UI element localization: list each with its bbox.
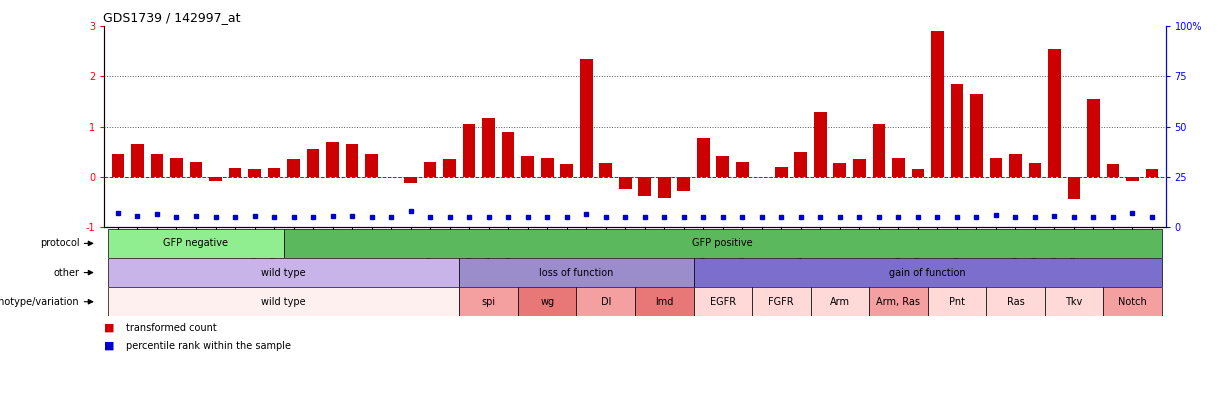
Bar xyxy=(1146,169,1158,177)
Text: wild type: wild type xyxy=(261,268,306,277)
Bar xyxy=(171,158,183,177)
Bar xyxy=(151,154,163,177)
Bar xyxy=(228,168,242,177)
Bar xyxy=(1103,287,1162,316)
Text: loss of function: loss of function xyxy=(539,268,614,277)
Bar xyxy=(283,229,1162,258)
Text: wg: wg xyxy=(540,297,555,307)
Bar xyxy=(634,287,693,316)
Bar xyxy=(423,162,437,177)
Bar xyxy=(518,287,577,316)
Bar xyxy=(502,132,514,177)
Bar xyxy=(775,167,788,177)
Bar xyxy=(366,154,378,177)
Bar xyxy=(541,158,553,177)
Bar xyxy=(209,177,222,181)
Bar xyxy=(892,158,904,177)
Bar xyxy=(872,124,885,177)
Bar xyxy=(1107,164,1119,177)
Bar xyxy=(853,159,866,177)
Bar xyxy=(307,149,319,177)
Text: Ras: Ras xyxy=(1006,297,1025,307)
Bar xyxy=(693,287,752,316)
Bar xyxy=(108,287,459,316)
Text: Arm, Ras: Arm, Ras xyxy=(876,297,920,307)
Bar xyxy=(1087,99,1099,177)
Bar xyxy=(971,94,983,177)
Bar xyxy=(677,177,690,191)
Bar xyxy=(521,156,534,177)
Bar xyxy=(989,158,1002,177)
Bar xyxy=(987,287,1044,316)
Bar xyxy=(326,142,339,177)
Text: wild type: wild type xyxy=(261,297,306,307)
Bar xyxy=(814,111,827,177)
Bar xyxy=(693,258,1162,287)
Text: ■: ■ xyxy=(104,322,115,333)
Text: FGFR: FGFR xyxy=(768,297,794,307)
Bar xyxy=(248,169,261,177)
Bar xyxy=(794,151,807,177)
Bar xyxy=(561,164,573,177)
Bar xyxy=(190,162,202,177)
Bar xyxy=(1028,163,1042,177)
Bar xyxy=(108,258,459,287)
Bar xyxy=(717,156,729,177)
Bar xyxy=(928,287,987,316)
Text: Notch: Notch xyxy=(1118,297,1147,307)
Bar xyxy=(482,117,494,177)
Bar xyxy=(267,168,281,177)
Text: GFP negative: GFP negative xyxy=(163,239,228,248)
Text: genotype/variation: genotype/variation xyxy=(0,297,80,307)
Bar xyxy=(1044,287,1103,316)
Bar xyxy=(869,287,928,316)
Bar xyxy=(951,84,963,177)
Bar xyxy=(1048,49,1061,177)
Bar xyxy=(618,177,632,189)
Bar xyxy=(131,144,144,177)
Bar xyxy=(346,144,358,177)
Text: lmd: lmd xyxy=(655,297,674,307)
Bar xyxy=(580,59,593,177)
Bar xyxy=(443,159,456,177)
Bar xyxy=(697,138,709,177)
Text: Dl: Dl xyxy=(600,297,611,307)
Bar xyxy=(599,163,612,177)
Bar xyxy=(1067,177,1080,199)
Bar xyxy=(112,154,124,177)
Text: transformed count: transformed count xyxy=(126,323,217,333)
Bar xyxy=(463,124,476,177)
Text: EGFR: EGFR xyxy=(709,297,736,307)
Bar xyxy=(459,287,518,316)
Bar xyxy=(577,287,634,316)
Bar xyxy=(736,162,748,177)
Text: spi: spi xyxy=(481,297,496,307)
Bar xyxy=(833,163,847,177)
Bar xyxy=(404,177,417,183)
Bar xyxy=(638,177,652,196)
Text: GFP positive: GFP positive xyxy=(692,239,753,248)
Text: other: other xyxy=(54,268,80,277)
Bar xyxy=(287,159,299,177)
Bar xyxy=(1009,154,1022,177)
Text: percentile rank within the sample: percentile rank within the sample xyxy=(126,341,291,352)
Bar xyxy=(752,287,811,316)
Text: Pnt: Pnt xyxy=(948,297,964,307)
Text: gain of function: gain of function xyxy=(890,268,966,277)
Bar xyxy=(459,258,693,287)
Bar xyxy=(811,287,869,316)
Text: Arm: Arm xyxy=(829,297,850,307)
Bar xyxy=(108,229,283,258)
Bar xyxy=(912,169,924,177)
Bar xyxy=(658,177,671,198)
Text: protocol: protocol xyxy=(39,239,80,248)
Bar xyxy=(1126,177,1139,181)
Text: GDS1739 / 142997_at: GDS1739 / 142997_at xyxy=(103,11,240,24)
Bar xyxy=(931,31,944,177)
Text: ■: ■ xyxy=(104,341,115,351)
Text: Tkv: Tkv xyxy=(1065,297,1082,307)
